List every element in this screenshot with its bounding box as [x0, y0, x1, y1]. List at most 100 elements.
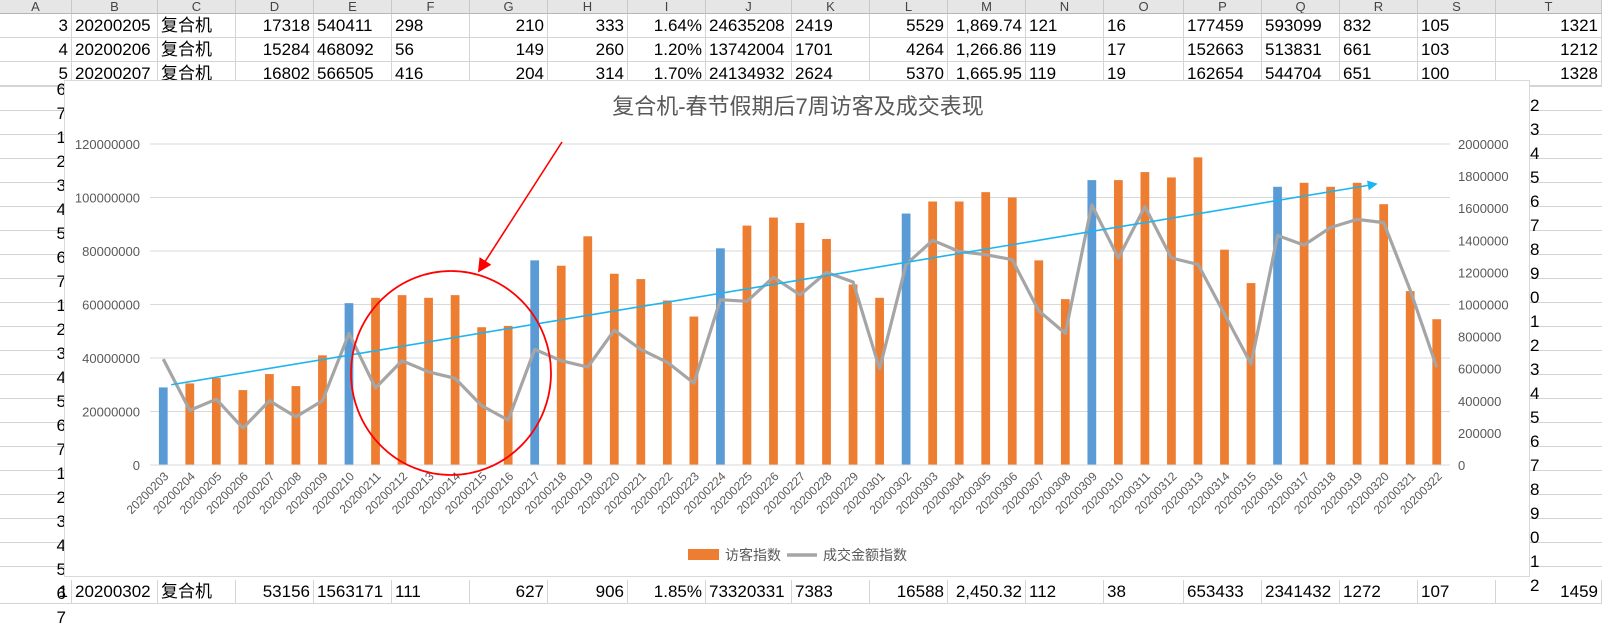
table-cell[interactable]: 210 — [470, 14, 548, 37]
column-header[interactable]: N — [1026, 0, 1104, 14]
column-header[interactable]: E — [314, 0, 392, 14]
table-cell[interactable]: 20200205 — [72, 14, 158, 37]
table-cell[interactable]: 1321 — [1496, 14, 1602, 37]
table-cell[interactable]: 复合机 — [158, 38, 236, 61]
table-cell[interactable]: 653433 — [1184, 580, 1262, 603]
table-cell[interactable]: 177459 — [1184, 14, 1262, 37]
table-cell[interactable]: 24134932 — [706, 62, 792, 85]
column-header[interactable]: J — [706, 0, 792, 14]
table-cell[interactable]: 73320331 — [706, 580, 792, 603]
table-cell[interactable]: 333 — [548, 14, 628, 37]
column-header[interactable]: L — [870, 0, 948, 14]
table-cell[interactable]: 1563171 — [314, 580, 392, 603]
table-cell[interactable]: 24635208 — [706, 14, 792, 37]
table-cell[interactable]: 105 — [1418, 14, 1496, 37]
table-cell[interactable]: 13742004 — [706, 38, 792, 61]
table-cell[interactable]: 1701 — [792, 38, 870, 61]
chart-container[interactable]: 复合机-春节假期后7周访客及成交表现 0 20000000 40000000 60000… — [64, 80, 1530, 577]
table-cell[interactable]: 20200207 — [72, 62, 158, 85]
table-cell[interactable]: 100 — [1418, 62, 1496, 85]
table-cell[interactable]: 16 — [1104, 14, 1184, 37]
table-cell[interactable]: 1,869.74 — [948, 14, 1026, 37]
column-header[interactable]: K — [792, 0, 870, 14]
table-cell[interactable]: 15284 — [236, 38, 314, 61]
table-cell[interactable]: 复合机 — [158, 14, 236, 37]
table-cell[interactable]: 107 — [1418, 580, 1496, 603]
row-number[interactable]: 3 — [0, 14, 72, 37]
table-cell[interactable]: 38 — [1104, 580, 1184, 603]
table-cell[interactable]: 651 — [1340, 62, 1418, 85]
table-cell[interactable]: 111 — [392, 580, 470, 603]
column-header[interactable]: C — [158, 0, 236, 14]
table-cell[interactable]: 1.64% — [628, 14, 706, 37]
table-cell[interactable]: 149 — [470, 38, 548, 61]
table-cell[interactable]: 162654 — [1184, 62, 1262, 85]
table-cell[interactable]: 17 — [1104, 38, 1184, 61]
table-cell[interactable]: 544704 — [1262, 62, 1340, 85]
column-header[interactable]: R — [1340, 0, 1418, 14]
table-cell[interactable]: 204 — [470, 62, 548, 85]
table-cell[interactable]: 56 — [392, 38, 470, 61]
table-cell[interactable]: 1212 — [1496, 38, 1602, 61]
table-cell[interactable]: 2624 — [792, 62, 870, 85]
column-header[interactable]: Q — [1262, 0, 1340, 14]
table-cell[interactable]: 566505 — [314, 62, 392, 85]
column-header[interactable]: B — [72, 0, 158, 14]
table-cell[interactable]: 627 — [470, 580, 548, 603]
table-cell[interactable]: 1272 — [1340, 580, 1418, 603]
table-cell[interactable]: 906 — [548, 580, 628, 603]
table-cell[interactable]: 416 — [392, 62, 470, 85]
table-cell[interactable]: 661 — [1340, 38, 1418, 61]
table-cell[interactable]: 468092 — [314, 38, 392, 61]
column-header[interactable]: F — [392, 0, 470, 14]
table-cell[interactable]: 4264 — [870, 38, 948, 61]
table-cell[interactable]: 298 — [392, 14, 470, 37]
table-cell[interactable]: 152663 — [1184, 38, 1262, 61]
table-cell[interactable]: 513831 — [1262, 38, 1340, 61]
table-cell[interactable]: 2,450.32 — [948, 580, 1026, 603]
table-cell[interactable]: 103 — [1418, 38, 1496, 61]
table-cell[interactable]: 2341432 — [1262, 580, 1340, 603]
table-cell[interactable]: 540411 — [314, 14, 392, 37]
table-cell[interactable]: 314 — [548, 62, 628, 85]
table-cell[interactable]: 20200302 — [72, 580, 158, 603]
table-cell[interactable]: 593099 — [1262, 14, 1340, 37]
table-cell[interactable]: 5529 — [870, 14, 948, 37]
table-cell[interactable]: 1.85% — [628, 580, 706, 603]
table-cell[interactable]: 119 — [1026, 62, 1104, 85]
table-cell[interactable]: 20200206 — [72, 38, 158, 61]
table-cell[interactable]: 17318 — [236, 14, 314, 37]
table-cell[interactable]: 53156 — [236, 580, 314, 603]
table-cell[interactable]: 119 — [1026, 38, 1104, 61]
table-cell[interactable]: 16588 — [870, 580, 948, 603]
table-cell[interactable]: 复合机 — [158, 580, 236, 603]
row-number[interactable]: 1 — [0, 580, 72, 603]
table-cell[interactable]: 1459 — [1496, 580, 1602, 603]
row-number[interactable]: 5 — [0, 62, 72, 85]
column-header[interactable]: P — [1184, 0, 1262, 14]
table-cell[interactable]: 1,665.95 — [948, 62, 1026, 85]
table-cell[interactable]: 1.20% — [628, 38, 706, 61]
column-header[interactable]: O — [1104, 0, 1184, 14]
column-header[interactable]: M — [948, 0, 1026, 14]
table-cell[interactable]: 112 — [1026, 580, 1104, 603]
column-header[interactable]: S — [1418, 0, 1496, 14]
table-cell[interactable]: 16802 — [236, 62, 314, 85]
column-header[interactable]: H — [548, 0, 628, 14]
table-cell[interactable]: 复合机 — [158, 62, 236, 85]
row-number[interactable]: 4 — [0, 38, 72, 61]
table-cell[interactable]: 121 — [1026, 14, 1104, 37]
table-cell[interactable]: 2419 — [792, 14, 870, 37]
table-cell[interactable]: 19 — [1104, 62, 1184, 85]
table-cell[interactable]: 260 — [548, 38, 628, 61]
column-header[interactable]: T — [1496, 0, 1602, 14]
table-cell[interactable]: 5370 — [870, 62, 948, 85]
column-header[interactable]: G — [470, 0, 548, 14]
table-cell[interactable]: 832 — [1340, 14, 1418, 37]
table-cell[interactable]: 1,266.86 — [948, 38, 1026, 61]
column-header[interactable]: I — [628, 0, 706, 14]
table-cell[interactable]: 7383 — [792, 580, 870, 603]
column-header[interactable]: D — [236, 0, 314, 14]
table-cell[interactable]: 1.70% — [628, 62, 706, 85]
column-header[interactable]: A — [0, 0, 72, 14]
